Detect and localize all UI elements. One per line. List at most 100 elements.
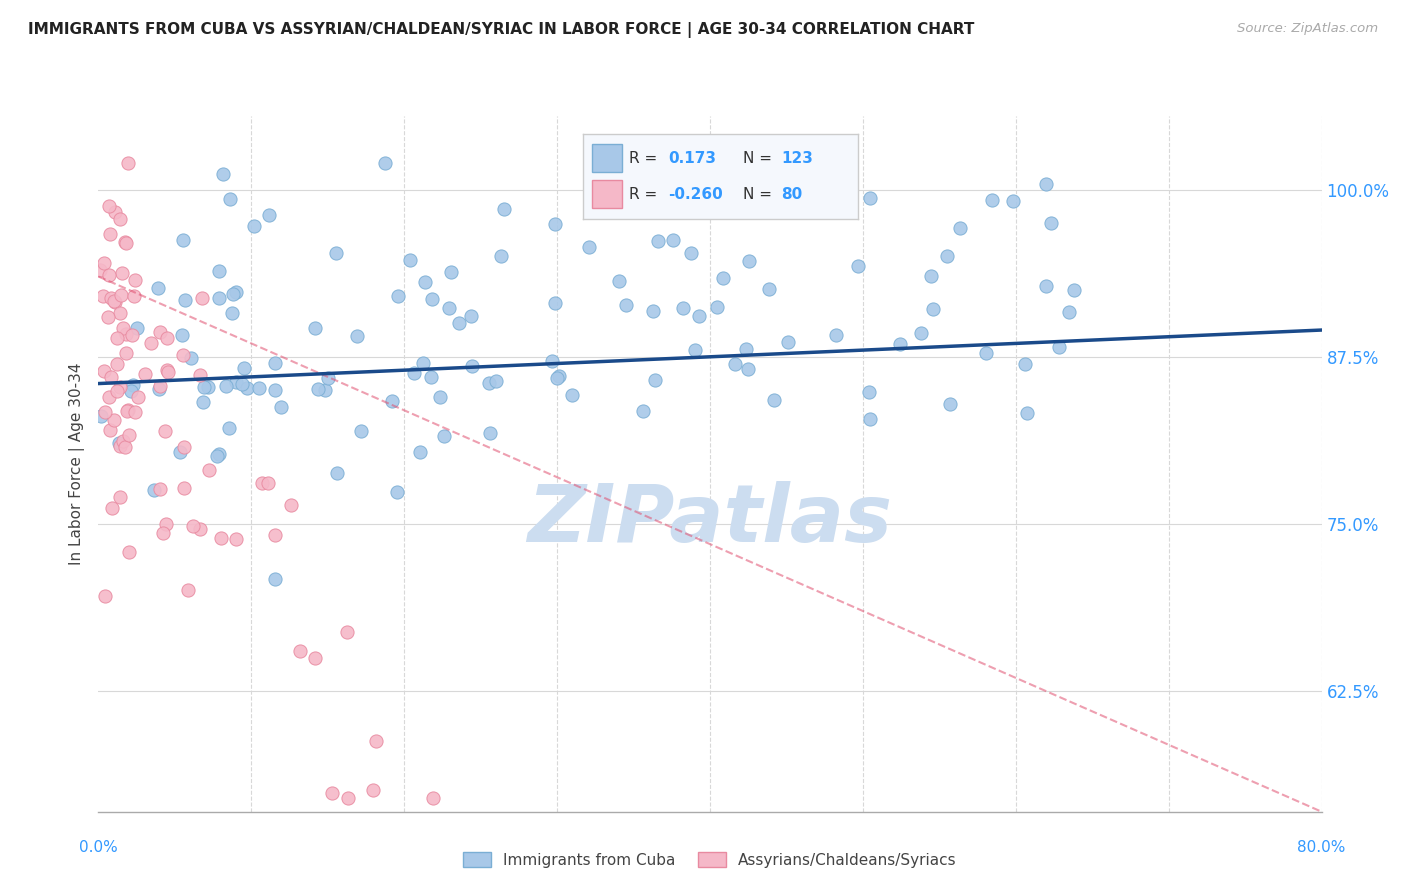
Point bbox=[825, 328, 848, 343]
Point bbox=[859, 412, 882, 426]
Point bbox=[1059, 305, 1081, 319]
Point bbox=[110, 288, 132, 302]
Point bbox=[152, 526, 174, 541]
Point bbox=[541, 353, 564, 368]
Point bbox=[105, 357, 128, 371]
Point bbox=[94, 589, 117, 603]
Point bbox=[117, 402, 139, 417]
Point bbox=[1014, 357, 1036, 371]
Point bbox=[578, 240, 600, 254]
Point bbox=[198, 462, 221, 476]
Point bbox=[1063, 283, 1085, 297]
Point bbox=[149, 379, 172, 393]
Point bbox=[461, 359, 484, 373]
Point bbox=[148, 382, 170, 396]
Point bbox=[264, 383, 287, 397]
Point bbox=[280, 498, 302, 512]
Point bbox=[776, 334, 799, 349]
Point bbox=[366, 734, 388, 748]
Point bbox=[949, 221, 972, 235]
Point bbox=[336, 625, 359, 640]
Point bbox=[413, 275, 436, 289]
Point bbox=[304, 650, 326, 665]
Point bbox=[561, 387, 583, 401]
Text: N =: N = bbox=[742, 151, 772, 166]
Point bbox=[134, 368, 156, 382]
Point bbox=[231, 377, 253, 392]
Point bbox=[314, 384, 336, 398]
Point bbox=[662, 233, 685, 247]
Point bbox=[492, 202, 515, 216]
Point bbox=[420, 292, 443, 306]
Point bbox=[325, 246, 347, 260]
Point bbox=[93, 256, 115, 270]
Point bbox=[120, 384, 142, 398]
Point bbox=[920, 268, 942, 283]
Point bbox=[1035, 278, 1057, 293]
Point bbox=[155, 516, 177, 531]
Point bbox=[111, 266, 134, 280]
Point bbox=[93, 364, 115, 378]
Point bbox=[631, 404, 654, 418]
Text: Source: ZipAtlas.com: Source: ZipAtlas.com bbox=[1237, 22, 1378, 36]
Text: R =: R = bbox=[628, 151, 657, 166]
Bar bbox=[592, 145, 621, 172]
Point bbox=[738, 253, 761, 268]
Point bbox=[614, 298, 637, 312]
Point bbox=[734, 343, 756, 357]
Point bbox=[156, 363, 179, 377]
Point bbox=[724, 357, 747, 371]
Point bbox=[149, 325, 172, 339]
Text: 0.0%: 0.0% bbox=[79, 840, 118, 855]
Point bbox=[402, 366, 425, 380]
Point bbox=[655, 202, 678, 217]
Point bbox=[127, 321, 149, 335]
Text: 80.0%: 80.0% bbox=[1298, 840, 1346, 855]
Point bbox=[183, 519, 205, 533]
Point bbox=[236, 381, 259, 395]
Point bbox=[193, 380, 215, 394]
Point bbox=[117, 155, 139, 169]
Point bbox=[232, 360, 254, 375]
Point bbox=[190, 368, 212, 382]
Point bbox=[1040, 216, 1063, 230]
Point bbox=[105, 384, 128, 398]
Text: 0.173: 0.173 bbox=[668, 151, 717, 166]
Point bbox=[118, 545, 141, 559]
Point bbox=[124, 405, 146, 419]
Point bbox=[681, 246, 703, 260]
Point bbox=[149, 482, 172, 496]
Point bbox=[433, 429, 456, 443]
Point bbox=[101, 500, 124, 515]
Point bbox=[177, 583, 200, 598]
Point bbox=[205, 449, 228, 463]
Point bbox=[225, 285, 247, 299]
Point bbox=[921, 301, 943, 316]
Point bbox=[225, 532, 247, 546]
Point bbox=[100, 369, 122, 384]
Point bbox=[385, 485, 408, 500]
Text: ZIPatlas: ZIPatlas bbox=[527, 481, 893, 558]
Text: IMMIGRANTS FROM CUBA VS ASSYRIAN/CHALDEAN/SYRIAC IN LABOR FORCE | AGE 30-34 CORR: IMMIGRANTS FROM CUBA VS ASSYRIAN/CHALDEA… bbox=[28, 22, 974, 38]
Point bbox=[114, 346, 136, 360]
Point bbox=[381, 394, 404, 409]
Point bbox=[114, 235, 136, 249]
Point bbox=[546, 371, 568, 385]
Point bbox=[631, 182, 654, 196]
Point bbox=[94, 405, 117, 419]
Point bbox=[97, 310, 120, 324]
Point bbox=[127, 390, 149, 404]
Point bbox=[215, 379, 238, 393]
Point bbox=[225, 376, 247, 390]
Point bbox=[104, 295, 127, 310]
Point bbox=[399, 253, 422, 268]
Point bbox=[98, 423, 121, 437]
Point bbox=[939, 397, 962, 411]
Point bbox=[846, 260, 869, 274]
Point bbox=[647, 234, 669, 248]
Point bbox=[607, 273, 630, 287]
Point bbox=[264, 573, 287, 587]
Point bbox=[114, 440, 136, 454]
Y-axis label: In Labor Force | Age 30-34: In Labor Force | Age 30-34 bbox=[69, 362, 84, 566]
Point bbox=[208, 264, 231, 278]
